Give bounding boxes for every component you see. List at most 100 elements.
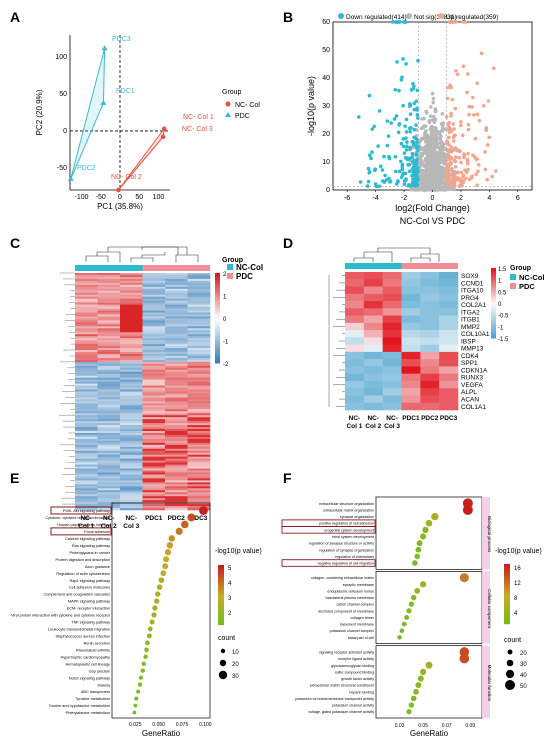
color-scale-segment [491, 280, 496, 283]
term-dot [397, 635, 402, 640]
heatmap-cell [120, 302, 143, 305]
heatmap-cell [187, 488, 211, 491]
color-scale-tick: 4 [228, 581, 232, 587]
color-scale-segment [491, 322, 496, 325]
color-scale-segment [504, 574, 510, 577]
heatmap-cell [142, 288, 166, 292]
heatmap-cell [75, 292, 98, 296]
down-point [415, 165, 420, 170]
color-scale-segment [504, 566, 510, 569]
heatmap-cell [187, 460, 211, 463]
heatmap-cell [142, 417, 166, 420]
term-label: basolateral plasma membrane [326, 596, 374, 600]
heatmap-cell [142, 432, 166, 436]
heatmap-cell [401, 380, 421, 389]
heatmap-cell [165, 318, 188, 321]
heatmap-cell [345, 395, 365, 404]
heatmap-cell [165, 391, 188, 394]
heatmap-cell [97, 496, 121, 499]
color-scale-segment [491, 315, 496, 318]
color-scale-segment [215, 284, 220, 287]
heatmap-cell [165, 294, 188, 297]
heatmap-cell [439, 279, 459, 287]
heatmap-cell [97, 310, 121, 313]
heatmap-cell [75, 357, 98, 361]
heatmap-cell [187, 290, 211, 294]
term-dot [136, 689, 141, 694]
term-label: Calcium signaling pathway [65, 537, 110, 541]
heatmap-cell [97, 328, 121, 331]
gene-label: PRG4 [461, 295, 479, 302]
term-label: potassium channel activity [332, 704, 374, 708]
not-sig-point [452, 187, 456, 192]
color-scale-tick: -1.5 [498, 337, 509, 343]
heatmap-cell [187, 504, 211, 507]
heatmap-cell [75, 371, 98, 375]
heatmap-cell [75, 288, 98, 292]
heatmap-cell [75, 421, 98, 424]
heatmap-cell [75, 472, 98, 475]
color-scale-segment [504, 568, 510, 571]
not-sig-point [424, 166, 429, 170]
not-sig-point [440, 111, 445, 116]
heatmap-cell [382, 286, 402, 295]
up-point [475, 81, 480, 85]
heatmap-cell [97, 348, 121, 351]
down-point [397, 121, 402, 126]
color-scale-segment [215, 279, 220, 283]
heatmap-cell [187, 322, 211, 325]
down-point [393, 154, 398, 159]
heatmap-cell [120, 454, 143, 457]
heatmap-cell [165, 387, 188, 390]
heatmap-cell [420, 301, 440, 309]
y-tick-label: 50 [322, 47, 330, 54]
heatmap-cell [97, 334, 121, 337]
color-scale-segment [504, 598, 510, 601]
heatmap-cell [142, 427, 166, 430]
heatmap-cell [97, 314, 121, 317]
heatmap-cell [142, 318, 166, 321]
legend-swatch [338, 13, 344, 19]
down-point [416, 58, 420, 63]
heatmap-cell [75, 324, 98, 327]
down-point [393, 87, 398, 92]
color-scale-segment [215, 320, 220, 323]
x-tick-label: 0.025 [129, 722, 142, 728]
heatmap-cell [75, 460, 98, 463]
group-swatch-pdc [510, 283, 516, 289]
up-point [448, 177, 453, 182]
color-scale-segment [215, 315, 220, 319]
heatmap-cell [97, 320, 121, 323]
heatmap-cell [120, 446, 143, 450]
heatmap-cell [165, 355, 188, 359]
heatmap-cell [165, 286, 188, 290]
heatmap-cell [97, 458, 121, 461]
down-point [400, 167, 405, 172]
heatmap-cell [165, 448, 188, 452]
down-point [395, 60, 399, 64]
heatmap-cell [142, 328, 166, 331]
heatmap-cell [75, 359, 98, 363]
color-scale-segment [215, 302, 220, 305]
color-scale-segment [504, 618, 510, 621]
heatmap-cell [165, 504, 188, 507]
color-scale-segment [218, 611, 224, 614]
color-scale-segment [215, 311, 220, 314]
color-scale-segment [491, 296, 496, 299]
heatmap-cell [97, 488, 121, 491]
heatmap-cell [97, 274, 121, 278]
color-scale-segment [215, 336, 220, 339]
heatmap-cell [75, 363, 98, 367]
heatmap-cell [187, 468, 211, 471]
heatmap-cell [363, 337, 383, 345]
color-scale-segment [491, 336, 496, 339]
heatmap-cell [187, 373, 211, 376]
heatmap-cell [165, 346, 188, 349]
heatmap-cell [142, 498, 166, 501]
heatmap-cell [187, 454, 211, 457]
heatmap-cell [97, 462, 121, 465]
not-sig-point [439, 177, 444, 182]
not-sig-point [431, 137, 435, 141]
down-point [377, 184, 382, 188]
term-dot [164, 549, 172, 556]
